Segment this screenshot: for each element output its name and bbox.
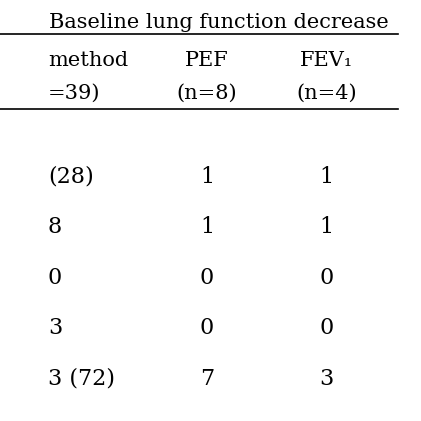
Text: 1: 1 <box>200 216 214 238</box>
Text: 0: 0 <box>200 317 214 339</box>
Text: method: method <box>48 51 128 69</box>
Text: (n=4): (n=4) <box>296 84 357 103</box>
Text: 0: 0 <box>200 267 214 289</box>
Text: Baseline lung function decrease: Baseline lung function decrease <box>49 13 389 32</box>
Text: 0: 0 <box>48 267 62 289</box>
Text: 7: 7 <box>200 368 214 390</box>
Text: (28): (28) <box>48 166 93 188</box>
Text: 3: 3 <box>319 368 333 390</box>
Text: 1: 1 <box>319 166 333 188</box>
Text: FEV₁: FEV₁ <box>300 51 353 69</box>
Text: 3: 3 <box>48 317 62 339</box>
Text: 3 (72): 3 (72) <box>48 368 115 390</box>
Text: 0: 0 <box>319 317 333 339</box>
Text: =39): =39) <box>48 84 100 103</box>
Text: 0: 0 <box>319 267 333 289</box>
Text: (n=8): (n=8) <box>177 84 237 103</box>
Text: 1: 1 <box>319 216 333 238</box>
Text: PEF: PEF <box>185 51 229 69</box>
Text: 1: 1 <box>200 166 214 188</box>
Text: 8: 8 <box>48 216 62 238</box>
